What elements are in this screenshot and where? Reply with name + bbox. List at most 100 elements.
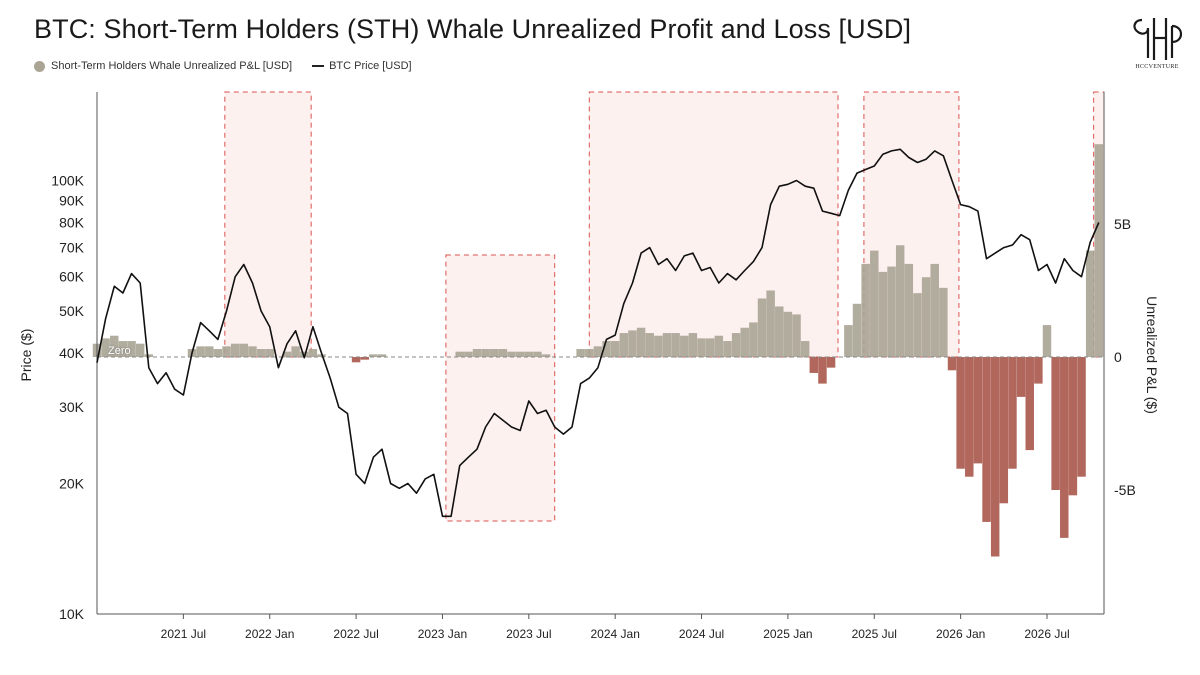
pnl-bar (680, 335, 689, 357)
pnl-bar (127, 341, 136, 357)
pnl-bar (878, 271, 888, 357)
axes (96, 92, 1105, 615)
pnl-bar (602, 341, 611, 357)
highlight-box (445, 254, 556, 522)
y-right-tick-label: -5B (1114, 482, 1136, 498)
pnl-bar (291, 346, 300, 357)
x-tick-label: 2023 Jul (506, 627, 551, 641)
pnl-bar (990, 357, 1000, 557)
pnl-bar (377, 354, 387, 357)
zero-label: Zero (108, 345, 131, 357)
pnl-bar (464, 351, 473, 357)
pnl-bar (541, 354, 551, 357)
y-left-tick-label: 100K (51, 172, 84, 188)
pnl-bar (300, 351, 309, 357)
pnl-bar (369, 354, 378, 357)
pnl-bar (1025, 357, 1034, 451)
y-left-tick-label: 40K (59, 345, 85, 361)
pnl-bar (731, 333, 741, 357)
y-left-tick-label: 20K (59, 476, 85, 492)
pnl-bar (895, 245, 905, 357)
y-axis-right-label: Unrealized P&L ($) (1144, 296, 1160, 414)
pnl-bar (826, 357, 836, 368)
pnl-bar (757, 298, 767, 357)
pnl-bar (800, 341, 810, 357)
pnl-bar (1077, 357, 1086, 477)
pnl-bar (533, 351, 542, 357)
pnl-bar (783, 311, 793, 357)
pnl-bar (688, 333, 698, 357)
x-tick-label: 2026 Jan (936, 627, 985, 641)
x-tick-label: 2024 Jul (679, 627, 724, 641)
x-tick-label: 2025 Jul (852, 627, 897, 641)
pnl-bar (576, 349, 585, 357)
pnl-bar (999, 357, 1009, 504)
pnl-bar (947, 357, 957, 371)
pnl-bar (913, 293, 922, 357)
pnl-bar (705, 338, 715, 357)
pnl-bar (740, 327, 749, 357)
y-left-tick-label: 10K (59, 606, 85, 622)
x-tick-label: 2023 Jan (418, 627, 467, 641)
pnl-bar (498, 349, 508, 357)
brand-logo (1133, 18, 1183, 60)
pnl-bar (870, 250, 879, 357)
pnl-bar (196, 346, 205, 357)
price-line (96, 148, 1100, 518)
brand-name: HCCVENTURE (1135, 64, 1179, 70)
pnl-bar (1042, 325, 1052, 357)
pnl-bar (1060, 357, 1069, 538)
pnl-bar (1051, 357, 1060, 490)
y-left-tick-label: 60K (59, 269, 85, 285)
y-left-tick-label: 50K (59, 303, 85, 319)
pnl-bar (585, 349, 594, 357)
y-left-tick-label: 90K (59, 192, 85, 208)
pnl-bar (619, 333, 629, 357)
x-tick-label: 2022 Jan (245, 627, 294, 641)
y-right-tick-label: 0 (1114, 349, 1122, 365)
highlight-box (588, 91, 839, 358)
pnl-bar (1016, 357, 1026, 397)
tick-labels: 100K 90K 80K 70K 60K 50K 40K 30K 20K 10K 5B 0 -5B 202… (51, 172, 1136, 641)
pnl-bar (593, 346, 603, 357)
pnl-bar (1034, 357, 1043, 384)
pnl-bar (749, 322, 758, 357)
pnl-bar (144, 354, 154, 357)
pnl-bar (662, 333, 672, 357)
pnl-bar (818, 357, 827, 384)
pnl-bar (265, 349, 274, 357)
pnl-bar (697, 338, 706, 357)
x-tick-label: 2022 Jul (333, 627, 378, 641)
price-series (96, 148, 1100, 518)
pnl-bar (213, 349, 223, 357)
pnl-bar (904, 263, 914, 357)
pnl-bar (973, 357, 983, 464)
pnl-bar (1008, 357, 1017, 469)
pnl-bar (965, 357, 974, 477)
pnl-bar (524, 351, 534, 357)
pnl-bar (939, 287, 948, 357)
pnl-bar (282, 351, 292, 357)
x-tick-label: 2025 Jan (763, 627, 812, 641)
x-tick-label: 2024 Jan (590, 627, 639, 641)
pnl-bar (222, 346, 231, 357)
pnl-bar (515, 351, 525, 357)
pnl-bar (809, 357, 819, 373)
pnl-bar (956, 357, 965, 469)
pnl-bar (239, 343, 249, 357)
pnl-bar (723, 341, 732, 357)
pnl-bar (507, 351, 516, 357)
pnl-bar (472, 349, 482, 357)
pnl-bar (118, 341, 128, 357)
pnl-bar (110, 335, 119, 357)
pnl-bar (654, 335, 663, 357)
pnl-bar (610, 341, 620, 357)
pnl-bar (308, 349, 318, 357)
pnl-bar (887, 266, 896, 357)
pnl-bar (135, 343, 145, 357)
chart-title: BTC: Short-Term Holders (STH) Whale Unre… (34, 14, 912, 44)
legend: Short-Term Holders Whale Unrealized P&L … (34, 60, 412, 72)
pnl-legend-swatch (34, 60, 45, 72)
pnl-area (92, 144, 1104, 557)
